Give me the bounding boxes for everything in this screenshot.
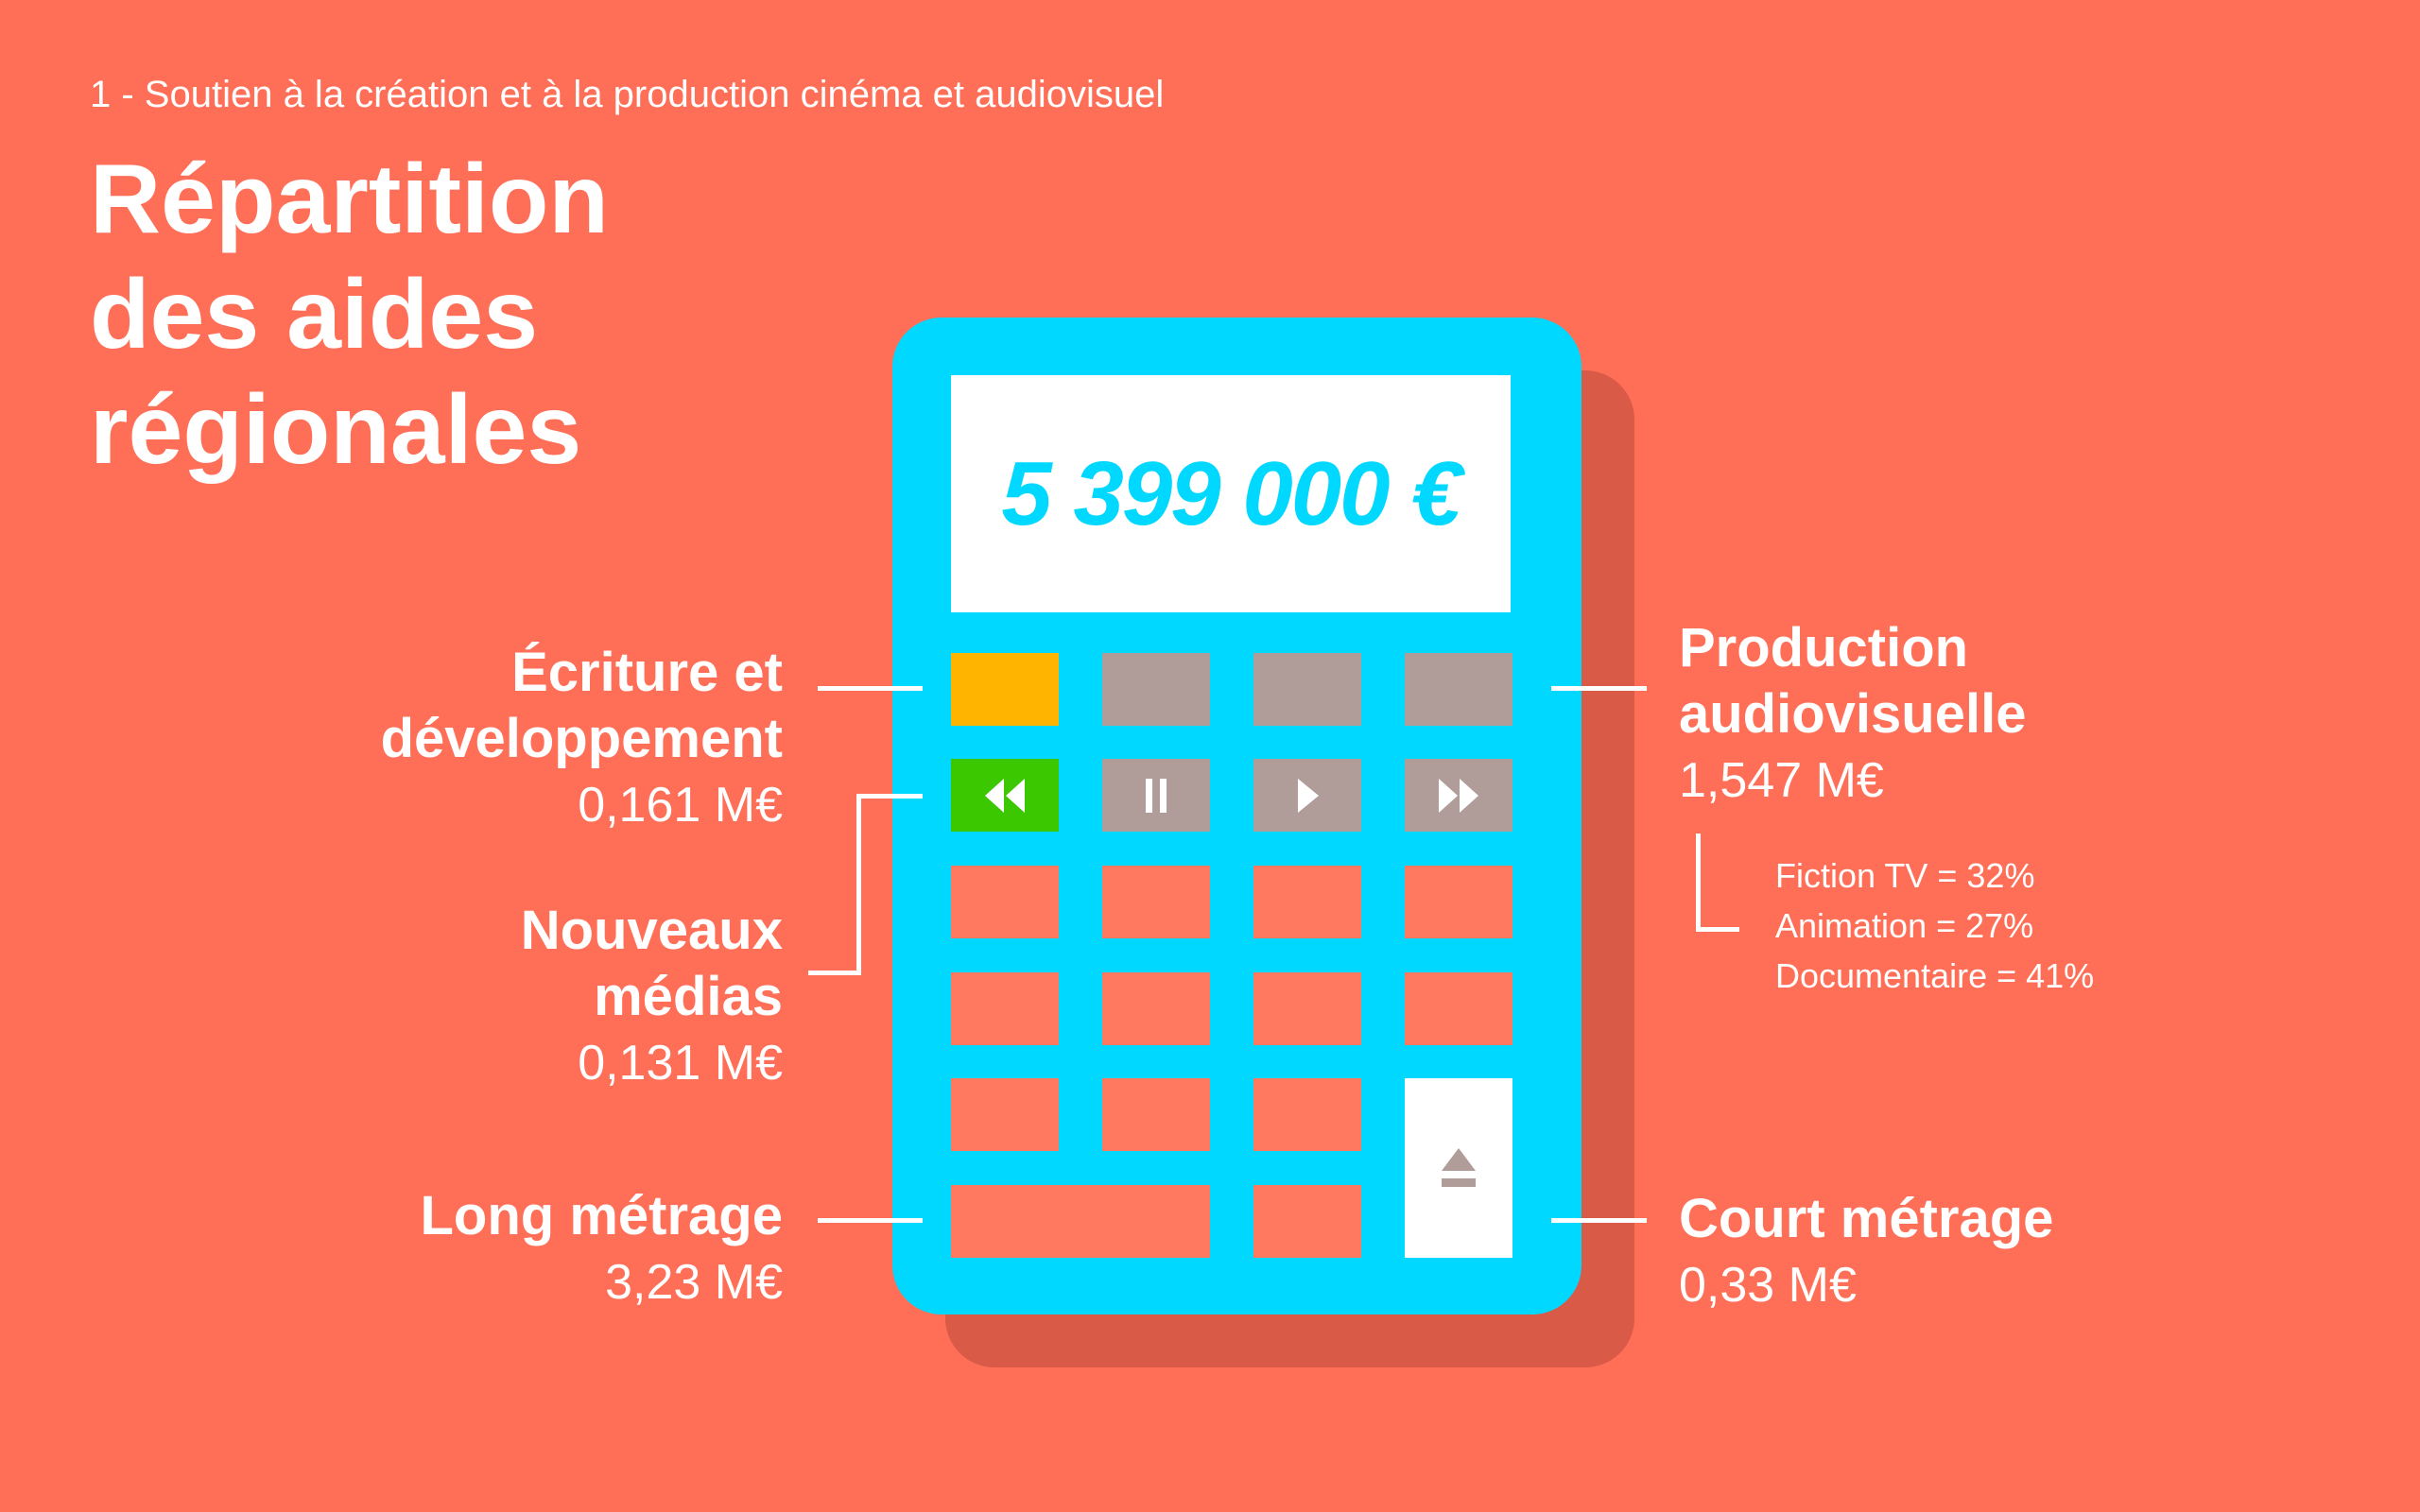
total-amount: 5 399 000 € (1001, 442, 1461, 544)
key-ecriture-highlight (951, 653, 1059, 726)
label-long-metrage: Long métrage 3,23 M€ (421, 1183, 784, 1315)
label-ecriture: Écriture et développement 0,161 M€ (381, 640, 783, 838)
category-name: développement (380, 708, 783, 769)
key (951, 1078, 1059, 1151)
connector-production (1551, 686, 1647, 691)
key (1405, 972, 1512, 1045)
play-key (1253, 759, 1361, 832)
key-production-highlight (1102, 653, 1210, 726)
key (1253, 1185, 1361, 1258)
production-breakdown: Fiction TV = 32% Animation = 27% Documen… (1775, 850, 2094, 1001)
category-value: 0,161 M€ (578, 778, 783, 833)
key (951, 866, 1059, 938)
connector-ecriture (818, 686, 923, 691)
page-title: Répartition des aides régionales (90, 142, 609, 488)
breakdown-item: Fiction TV = 32% (1775, 856, 2035, 895)
fast-forward-key (1405, 759, 1512, 832)
key (1102, 972, 1210, 1045)
breakdown-item: Documentaire = 41% (1775, 956, 2095, 995)
key (1253, 972, 1361, 1045)
rewind-icon (985, 778, 1025, 813)
connector-nouveaux-medias (856, 794, 861, 975)
key (1405, 866, 1512, 938)
category-name: audiovisuelle (1679, 683, 2027, 745)
category-value: 1,547 M€ (1679, 753, 1884, 808)
category-value: 3,23 M€ (605, 1255, 783, 1310)
label-nouveaux-medias: Nouveaux médias 0,131 M€ (521, 898, 783, 1096)
fast-forward-icon (1439, 778, 1478, 813)
category-name: médias (594, 966, 783, 1027)
key (1253, 866, 1361, 938)
breakdown-bracket (1696, 927, 1739, 932)
connector-nouveaux-medias (808, 971, 861, 975)
key (951, 972, 1059, 1045)
key-production-highlight (1253, 653, 1361, 726)
breakdown-item: Animation = 27% (1775, 906, 2034, 945)
pause-key (1102, 759, 1210, 832)
eject-icon (1442, 1148, 1476, 1187)
key (1102, 866, 1210, 938)
title-line: régionales (90, 375, 582, 485)
pause-icon (1146, 778, 1167, 813)
category-name: Long métrage (420, 1185, 784, 1246)
calculator-screen: 5 399 000 € (951, 375, 1511, 612)
play-icon (1298, 778, 1319, 813)
category-name: Court métrage (1679, 1188, 2054, 1249)
category-value: 0,33 M€ (1679, 1258, 1857, 1313)
connector-nouveaux-medias (856, 794, 923, 799)
key (1102, 1078, 1210, 1151)
title-line: Répartition (90, 145, 609, 254)
key-production-highlight (1405, 653, 1512, 726)
label-court-metrage: Court métrage 0,33 M€ (1679, 1186, 2053, 1318)
section-subtitle: 1 - Soutien à la création et à la produc… (90, 74, 1165, 115)
key-long-metrage (951, 1185, 1210, 1258)
label-production-audiovisuelle: Production audiovisuelle 1,547 M€ (1679, 615, 2026, 814)
rewind-key (951, 759, 1059, 832)
title-line: des aides (90, 260, 539, 369)
category-name: Nouveaux (520, 900, 783, 961)
connector-long-metrage (818, 1218, 923, 1223)
breakdown-bracket (1696, 833, 1701, 932)
category-name: Écriture et (511, 642, 783, 703)
key (1253, 1078, 1361, 1151)
category-value: 0,131 M€ (578, 1036, 783, 1091)
connector-court-metrage (1551, 1218, 1647, 1223)
eject-key (1405, 1078, 1512, 1258)
category-name: Production (1679, 617, 1969, 679)
